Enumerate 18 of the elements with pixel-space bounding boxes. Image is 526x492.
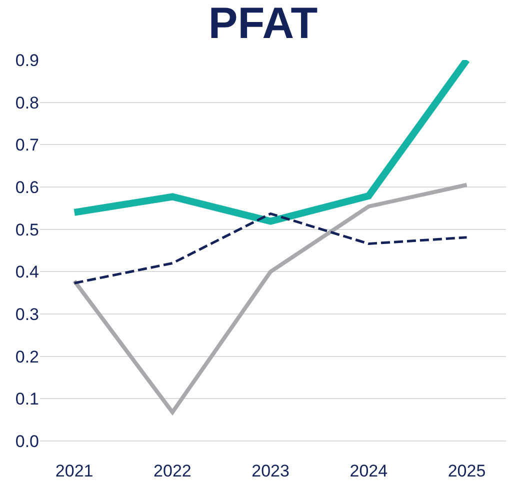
y-tick-label: 0.6 bbox=[15, 178, 39, 197]
y-tick-label: 0.3 bbox=[15, 304, 39, 324]
line-series bbox=[73, 212, 468, 284]
chart-title: PFAT bbox=[208, 0, 318, 48]
x-tick-label: 2023 bbox=[252, 461, 290, 480]
y-tick-label: 0.8 bbox=[15, 93, 39, 112]
y-tick-label: 0.5 bbox=[15, 220, 39, 240]
x-tick-label: 2024 bbox=[350, 461, 388, 480]
x-tick-label: 2025 bbox=[448, 461, 486, 480]
y-tick-label: 0.4 bbox=[15, 262, 39, 282]
x-tick-label: 2021 bbox=[55, 461, 94, 480]
y-tick-label: 0.1 bbox=[15, 390, 39, 409]
y-tick-label: 0.7 bbox=[15, 136, 39, 155]
x-tick-label: 2022 bbox=[154, 461, 192, 480]
y-tick-label: 0.0 bbox=[15, 432, 39, 451]
y-tick-label: 0.9 bbox=[15, 50, 39, 70]
line-series bbox=[72, 182, 469, 414]
y-tick-label: 0.2 bbox=[15, 347, 39, 366]
